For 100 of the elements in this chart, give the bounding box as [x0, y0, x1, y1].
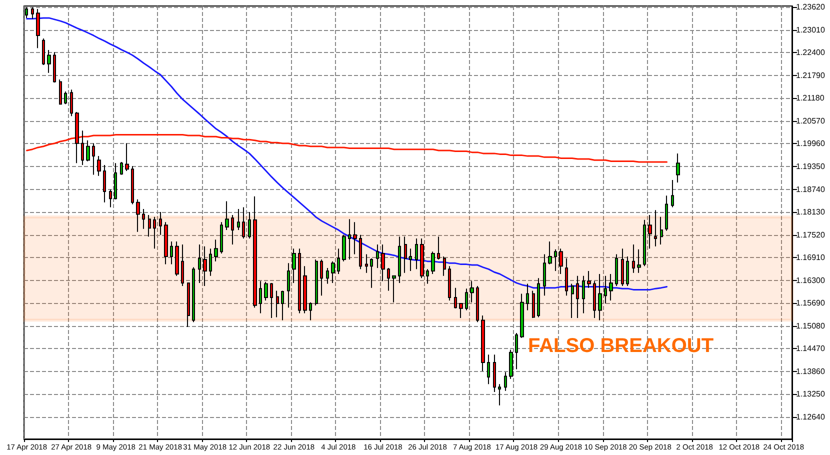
candlestick [231, 214, 234, 246]
candlestick [665, 195, 668, 232]
candlestick [481, 314, 485, 372]
candlestick [559, 248, 563, 275]
candlestick [164, 222, 168, 265]
candlestick [537, 278, 540, 318]
candlestick [92, 142, 95, 176]
candlestick [587, 270, 591, 288]
candlestick [97, 156, 101, 176]
candlestick [465, 288, 468, 311]
candlestick [532, 290, 535, 319]
candlestick [42, 38, 45, 66]
candlestick [47, 50, 51, 74]
candlestick [53, 52, 56, 84]
candlestick [582, 275, 585, 314]
candlestick [148, 214, 151, 238]
candlestick [353, 222, 357, 255]
candlestick [643, 219, 646, 267]
y-tick-label: 1.21790 [796, 70, 826, 80]
y-tick-label: 1.15080 [796, 321, 826, 330]
candlestick [604, 275, 607, 304]
candlestick [498, 384, 501, 406]
candlestick [331, 260, 335, 284]
candlestick [470, 280, 474, 303]
candlestick [431, 251, 435, 275]
candlestick [70, 89, 73, 117]
candlestick [36, 8, 40, 49]
candlestick [287, 262, 290, 308]
candlestick [359, 234, 362, 270]
candlestick [120, 162, 123, 176]
candlestick [660, 216, 663, 246]
line-series [26, 17, 668, 290]
candlestick [131, 166, 134, 205]
candlestick [192, 266, 195, 323]
candlestick [237, 208, 240, 230]
candlestick [593, 280, 596, 319]
candlestick [487, 354, 490, 385]
candlestick [676, 152, 680, 184]
candlestick [86, 140, 90, 162]
candlestick [398, 236, 401, 284]
candlestick [326, 268, 329, 284]
line-series [26, 134, 668, 163]
candlestick [632, 244, 635, 274]
candlestick [281, 290, 284, 321]
candlestick [609, 274, 613, 302]
candlestick [203, 246, 207, 286]
y-tick-label: 1.18740 [796, 184, 826, 194]
candlestick [392, 275, 396, 303]
y-tick-label: 1.14470 [796, 344, 826, 354]
candlestick [253, 196, 257, 308]
candlestick [114, 162, 117, 200]
candlestick [303, 266, 307, 314]
y-tick-label: 1.13860 [796, 366, 826, 376]
candlestick [571, 283, 574, 319]
candlestick [81, 130, 84, 166]
candlestick [365, 254, 368, 274]
candlestick [348, 218, 351, 260]
candlestick [64, 90, 67, 105]
candlestick [548, 241, 552, 265]
candlestick [209, 248, 212, 276]
candlestick [298, 248, 301, 314]
y-tick-label: 1.13250 [796, 390, 826, 399]
candlestick [309, 302, 312, 321]
candlestick [493, 354, 496, 392]
candlestick [448, 266, 451, 302]
y-tick-label: 1.15690 [796, 298, 826, 308]
candlestick [415, 238, 418, 270]
y-tick-label: 1.18130 [796, 208, 826, 217]
candlestick [515, 332, 518, 370]
candlestick [264, 281, 268, 302]
y-tick-label: 1.19350 [796, 162, 826, 172]
candlestick [153, 216, 156, 250]
candlestick [404, 236, 407, 274]
candlestick [526, 283, 529, 311]
candlestick [125, 142, 129, 172]
candlestick [270, 282, 273, 319]
candlestick [170, 241, 173, 265]
y-tick-label: 1.20570 [796, 116, 826, 126]
y-tick-label: 1.23620 [796, 2, 826, 12]
candlestick [242, 206, 245, 240]
candlestick [443, 256, 446, 276]
candlestick [420, 238, 424, 279]
candlestick [376, 244, 379, 269]
y-tick-label: 1.12640 [796, 412, 826, 422]
candlestick [387, 268, 390, 292]
candlestick [136, 198, 140, 232]
candlestick [337, 248, 340, 275]
candlestick [576, 275, 579, 319]
candlestick [437, 236, 440, 260]
y-tick-label: 1.17520 [796, 230, 826, 240]
y-tick-label: 1.16910 [796, 253, 826, 262]
candlestick [554, 248, 557, 272]
y-tick-label: 1.19960 [796, 139, 826, 148]
candlestick [654, 210, 657, 247]
candlestick [75, 112, 79, 164]
candlestick [103, 164, 106, 203]
candlestick [220, 222, 223, 254]
candlestick [520, 293, 524, 338]
candlestick [476, 285, 479, 323]
candlestick [198, 244, 201, 284]
